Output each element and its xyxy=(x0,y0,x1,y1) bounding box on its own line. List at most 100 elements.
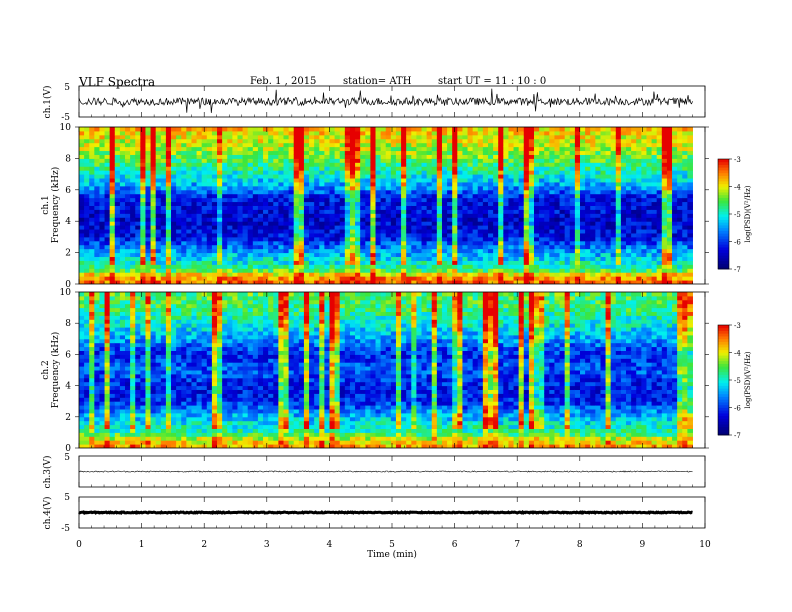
spectrogram-cell xyxy=(600,213,607,218)
spectrogram-cell xyxy=(365,276,371,281)
spectrogram-cell xyxy=(605,127,612,132)
spectrogram-cell xyxy=(677,181,683,187)
spectrogram-cell xyxy=(656,244,663,250)
spectrogram-cell xyxy=(355,217,361,222)
spectrogram-cell xyxy=(452,240,458,246)
spectrogram-cell xyxy=(656,197,663,203)
spectrogram-cell xyxy=(462,264,469,269)
spectrogram-cell xyxy=(263,130,269,136)
spectrogram-cell xyxy=(268,256,274,261)
spectrogram-cell xyxy=(447,209,453,214)
spectrogram-cell xyxy=(165,260,172,265)
spectrogram-cell xyxy=(641,229,647,234)
spectrogram-cell xyxy=(626,240,632,246)
spectrogram-cell xyxy=(401,244,407,250)
spectrogram-cell xyxy=(196,236,203,242)
spectrogram-cell xyxy=(89,193,95,199)
spectrogram-cell xyxy=(401,134,407,140)
spectrogram-cell xyxy=(160,264,167,269)
spectrogram-cell xyxy=(421,240,428,246)
spectrogram-cell xyxy=(89,181,95,187)
spectrogram-cell xyxy=(631,193,637,199)
colorbar-segment xyxy=(718,219,729,223)
spectrogram-cell xyxy=(523,252,530,258)
spectrogram-cell xyxy=(482,150,489,155)
spectrogram-cell xyxy=(595,166,601,171)
spectrogram-cell xyxy=(574,166,581,171)
spectrogram-cell xyxy=(206,170,213,175)
spectrogram-cell xyxy=(615,268,622,273)
spectrogram-cell xyxy=(518,264,525,269)
spectrogram-cell xyxy=(217,162,223,167)
spectrogram-cell xyxy=(626,162,632,167)
spectrogram-cell xyxy=(211,154,218,159)
spectrogram-cell xyxy=(411,276,417,281)
spectrogram-cell xyxy=(661,280,668,284)
spectrogram-cell xyxy=(390,236,397,242)
spectrogram-cell xyxy=(620,248,627,254)
spectrogram-cell xyxy=(569,252,576,258)
spectrogram-cell xyxy=(666,236,673,242)
spectrogram-cell xyxy=(339,225,346,230)
spectrogram-cell xyxy=(365,201,371,206)
spectrogram-cell xyxy=(539,201,545,206)
spectrogram-cell xyxy=(590,197,596,203)
spectrogram-cell xyxy=(125,201,131,206)
spectrogram-cell xyxy=(503,209,509,214)
spectrogram-cell xyxy=(539,236,545,242)
spectrogram-cell xyxy=(687,170,693,175)
spectrogram-cell xyxy=(646,229,653,234)
spectrogram-cell xyxy=(610,189,617,195)
spectrogram-cell xyxy=(89,393,95,398)
spectrogram-cell xyxy=(339,138,346,144)
spectrogram-cell xyxy=(656,264,663,269)
spectrogram-cell xyxy=(79,416,85,422)
spectrogram-cell xyxy=(181,209,187,214)
spectrogram-cell xyxy=(534,225,540,230)
spectrogram-cell xyxy=(436,170,443,175)
spectrogram-cell xyxy=(441,178,448,183)
spectrogram-cell xyxy=(636,276,642,281)
spectrogram-cell xyxy=(339,205,346,210)
spectrogram-cell xyxy=(155,138,162,144)
spectrogram-cell xyxy=(580,264,586,269)
spectrogram-cell xyxy=(539,150,545,155)
spectrogram-cell xyxy=(293,193,300,199)
spectrogram-cell xyxy=(528,276,535,281)
spectrogram-cell xyxy=(672,154,678,159)
spectrogram-cell xyxy=(508,205,515,210)
spectrogram-cell xyxy=(298,181,305,187)
spectrogram-cell xyxy=(600,260,607,265)
spectrogram-cell xyxy=(145,127,152,132)
spectrogram-cell xyxy=(426,221,433,226)
spectrogram-cell xyxy=(431,260,438,265)
spectrogram-cell xyxy=(549,197,555,203)
spectrogram-cell xyxy=(574,197,581,203)
spectrogram-cell xyxy=(263,170,269,175)
spectrogram-cell xyxy=(99,232,106,238)
colorbar-segment xyxy=(718,241,729,245)
spectrogram-cell xyxy=(672,276,678,281)
spectrogram-cell xyxy=(615,205,622,210)
spectrogram-cell xyxy=(329,166,336,171)
spectrogram-cell xyxy=(549,189,555,195)
spectrogram-cell xyxy=(232,232,238,238)
spectrogram-cell xyxy=(252,272,259,277)
spectrogram-cell xyxy=(314,268,320,273)
spectrogram-cell xyxy=(232,193,238,199)
spectrogram-cell xyxy=(99,181,106,187)
spectrogram-cell xyxy=(339,217,346,222)
spectrogram-cell xyxy=(360,127,366,132)
spectrogram-cell xyxy=(237,268,244,273)
spectrogram-cell xyxy=(84,381,90,387)
spectrogram-cell xyxy=(544,229,550,234)
spectrogram-cell xyxy=(605,158,612,163)
spectrogram-cell xyxy=(487,197,494,203)
spectrogram-cell xyxy=(472,248,479,254)
spectrogram-cell xyxy=(656,201,663,206)
spectrogram-cell xyxy=(273,232,279,238)
spectrogram-cell xyxy=(518,193,525,199)
spectrogram-cell xyxy=(487,276,494,281)
spectrogram-cell xyxy=(498,174,504,179)
spectrogram-cell xyxy=(641,260,647,265)
